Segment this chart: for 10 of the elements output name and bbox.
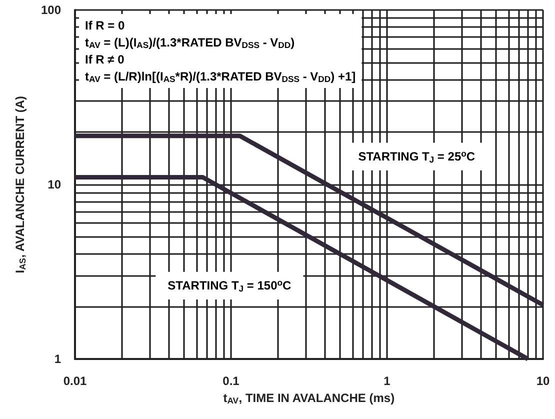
x-tick-label: 10 (536, 374, 550, 388)
y-tick-label: 10 (48, 178, 62, 192)
x-tick-label: 1 (384, 374, 391, 388)
x-tick-label: 0.01 (63, 374, 87, 388)
y-tick-label: 1 (54, 352, 62, 366)
y-axis-title: IAS, AVALANCHE CURRENT (A) (12, 96, 28, 274)
annotation: If R = 0 (85, 18, 126, 32)
y-tick-label: 100 (40, 3, 62, 17)
x-tick-label: 0.1 (222, 374, 240, 388)
annotation: If R ≠ 0 (85, 52, 125, 66)
